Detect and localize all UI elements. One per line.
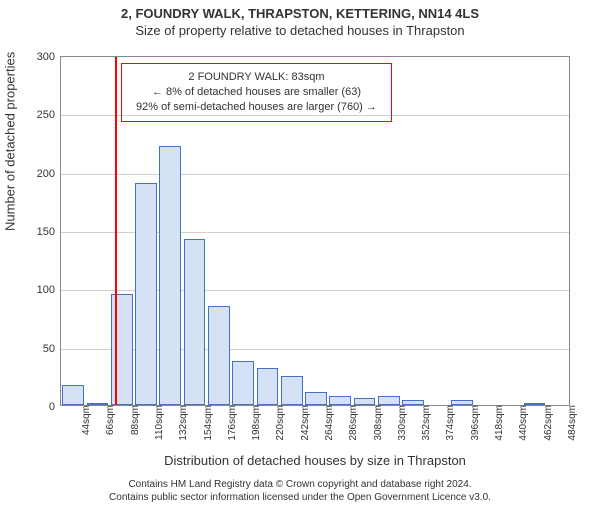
- x-tick-label: 66sqm: [101, 405, 116, 435]
- y-tick-label: 200: [37, 168, 61, 180]
- histogram-bar: [378, 396, 400, 405]
- chart-infobox: 2 FOUNDRY WALK: 83sqm ← 8% of detached h…: [121, 63, 392, 122]
- y-tick-label: 150: [37, 226, 61, 238]
- histogram-bar: [184, 239, 206, 405]
- x-tick-label: 462sqm: [539, 405, 554, 441]
- x-tick-label: 88sqm: [126, 405, 141, 435]
- histogram-bar: [305, 392, 327, 405]
- x-tick-label: 198sqm: [247, 405, 262, 441]
- x-tick-label: 154sqm: [199, 405, 214, 441]
- histogram-bar: [135, 183, 157, 405]
- x-tick-label: 374sqm: [441, 405, 456, 441]
- histogram-bar: [111, 294, 133, 405]
- histogram-bar: [208, 306, 230, 405]
- y-tick-label: 250: [37, 109, 61, 121]
- x-tick-label: 264sqm: [320, 405, 335, 441]
- histogram-bar: [281, 376, 303, 405]
- x-tick-label: 352sqm: [417, 405, 432, 441]
- y-tick-label: 300: [37, 51, 61, 63]
- x-tick-label: 132sqm: [174, 405, 189, 441]
- x-tick-label: 308sqm: [369, 405, 384, 441]
- x-tick-label: 220sqm: [271, 405, 286, 441]
- x-tick-label: 44sqm: [77, 405, 92, 435]
- x-axis-title: Distribution of detached houses by size …: [61, 453, 569, 468]
- page-title: 2, FOUNDRY WALK, THRAPSTON, KETTERING, N…: [0, 6, 600, 21]
- x-tick-label: 286sqm: [344, 405, 359, 441]
- infobox-line3: 92% of semi-detached houses are larger (…: [136, 100, 377, 115]
- y-tick-label: 50: [43, 343, 61, 355]
- y-tick-label: 0: [49, 401, 61, 413]
- histogram-bar: [329, 396, 351, 405]
- y-gridline: [61, 174, 569, 175]
- histogram-bar: [232, 361, 254, 405]
- histogram-bar: [257, 368, 279, 405]
- footer-attribution: Contains HM Land Registry data © Crown c…: [0, 478, 600, 504]
- histogram-bar: [354, 398, 376, 405]
- page-subtitle: Size of property relative to detached ho…: [0, 23, 600, 38]
- x-tick-label: 242sqm: [296, 405, 311, 441]
- histogram-bar: [62, 385, 84, 405]
- x-tick-label: 418sqm: [490, 405, 505, 441]
- y-gridline: [61, 115, 569, 116]
- x-tick-label: 440sqm: [514, 405, 529, 441]
- infobox-line1: 2 FOUNDRY WALK: 83sqm: [136, 70, 377, 85]
- x-tick-label: 176sqm: [223, 405, 238, 441]
- histogram-bar: [159, 146, 181, 405]
- infobox-line2: ← 8% of detached houses are smaller (63): [136, 85, 377, 100]
- chart-plot-area: 2 FOUNDRY WALK: 83sqm ← 8% of detached h…: [60, 56, 570, 406]
- y-tick-label: 100: [37, 284, 61, 296]
- footer-line1: Contains HM Land Registry data © Crown c…: [0, 478, 600, 491]
- marker-line: [115, 57, 117, 405]
- footer-line2: Contains public sector information licen…: [0, 491, 600, 504]
- x-tick-label: 484sqm: [563, 405, 578, 441]
- x-tick-label: 330sqm: [393, 405, 408, 441]
- x-tick-label: 396sqm: [466, 405, 481, 441]
- y-axis-title: Number of detached properties: [3, 52, 18, 231]
- x-tick-label: 110sqm: [150, 405, 165, 440]
